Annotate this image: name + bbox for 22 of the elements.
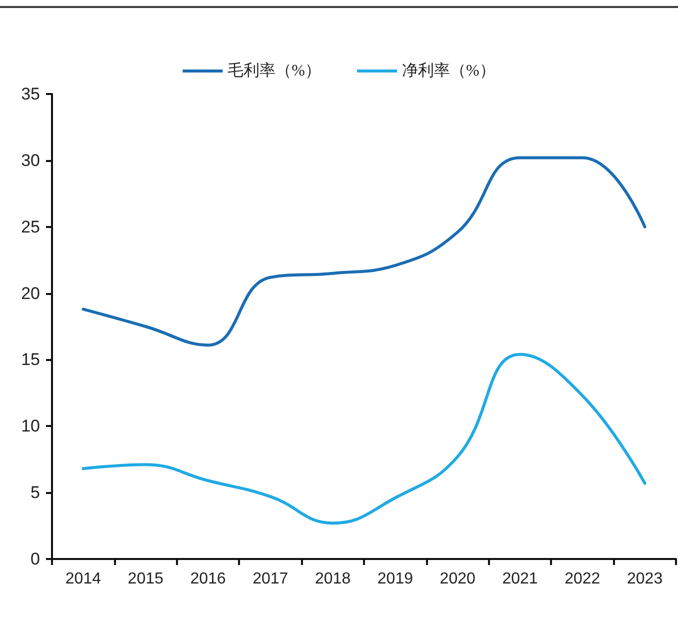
line-series [82,352,646,525]
y-tick-label: 15 [21,350,40,370]
x-tick-label: 2016 [190,570,226,588]
x-tick-label: 2020 [440,570,476,588]
x-tick-label: 2019 [377,570,414,588]
legend-label: 毛利率（%） [228,62,321,80]
x-tick-label: 2014 [65,570,102,588]
line-series [82,156,646,347]
y-tick-label: 5 [30,483,40,502]
x-tick-label: 2023 [627,570,663,588]
x-tick-label: 2015 [128,570,164,588]
y-tick-label: 30 [21,150,40,170]
y-tick-label: 0 [30,550,40,568]
x-tick-label: 2018 [315,570,351,588]
x-tick-label: 2022 [564,570,600,588]
y-tick-label: 25 [21,217,40,236]
x-tick-label: 2021 [502,570,538,588]
y-tick-label: 35 [21,84,40,104]
y-tick-label: 10 [21,416,40,436]
y-tick-label: 20 [21,284,40,303]
x-tick-label: 2017 [252,570,288,588]
legend-label: 净利率（%） [402,62,496,80]
